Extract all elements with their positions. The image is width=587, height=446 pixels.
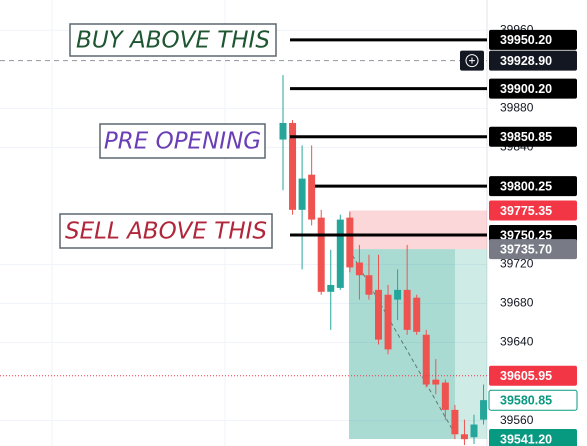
candle-body: [451, 409, 459, 435]
level-label-bg: [489, 126, 577, 147]
level-label: 39928.90: [500, 54, 552, 68]
candle-body: [289, 122, 297, 210]
candle-body: [298, 178, 306, 210]
level-label-bg: [489, 176, 577, 197]
candle-body: [394, 289, 402, 300]
candle-body: [480, 400, 488, 420]
level-label: 39950.20: [500, 33, 552, 47]
level-label-bg: [489, 428, 577, 446]
candle-body: [441, 382, 449, 410]
candle-body: [422, 334, 430, 385]
annotation-text: PRE OPENING: [104, 129, 261, 155]
level-label: 39775.35: [500, 204, 552, 218]
target-zone: [349, 249, 455, 439]
candle-body: [355, 262, 363, 276]
stop-zone: [349, 210, 487, 250]
annotation-text: SELL ABOVE THIS: [65, 219, 267, 245]
y-tick-label: 39560: [500, 413, 534, 427]
level-label-bg: [488, 389, 578, 411]
level-label-bg: [489, 239, 577, 260]
candle-body: [365, 275, 373, 295]
add-icon: [469, 57, 475, 64]
level-label-bg: [489, 29, 577, 50]
candle-body: [346, 217, 354, 268]
level-label: 39580.85: [500, 394, 552, 408]
candle-body: [308, 174, 316, 220]
candle-body: [413, 297, 421, 332]
annotation-box: [69, 23, 277, 57]
level-label: 39605.95: [500, 369, 552, 383]
candle-body: [403, 289, 411, 330]
level-label: 39541.20: [500, 432, 552, 446]
level-label: 39750.25: [500, 228, 552, 242]
level-label: 39900.20: [500, 82, 552, 96]
candle-body: [375, 289, 382, 340]
candle-body: [384, 294, 392, 350]
add-button: [465, 54, 479, 68]
annotation-box: [99, 123, 266, 159]
candle-body: [432, 379, 440, 385]
candle-body: [279, 122, 287, 140]
candle-body: [327, 284, 335, 292]
candle-body: [460, 434, 468, 440]
candle-body: [336, 219, 344, 288]
y-tick-label: 39640: [500, 335, 534, 349]
annotation-text: BUY ABOVE THIS: [76, 28, 270, 54]
level-label-bg: [489, 200, 577, 221]
level-label-bg: [489, 50, 577, 71]
level-label: 39735.70: [500, 242, 552, 256]
candle-body: [317, 217, 325, 292]
annotation-box: [59, 213, 273, 249]
y-tick-label: 39720: [500, 257, 534, 271]
level-label: 39850.85: [500, 130, 552, 144]
level-label: 39800.25: [500, 179, 552, 193]
y-tick-label: 39880: [500, 101, 534, 115]
level-label-bg: [489, 365, 577, 386]
y-tick-label: 39680: [500, 296, 534, 310]
candle-body: [470, 424, 478, 438]
level-label-bg: [489, 78, 577, 99]
